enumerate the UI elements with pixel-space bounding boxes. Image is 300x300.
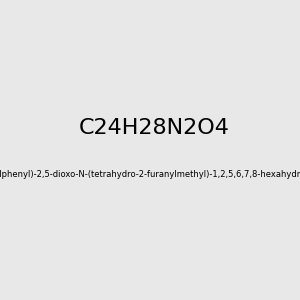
Text: 7,7-dimethyl-1-(4-methylphenyl)-2,5-dioxo-N-(tetrahydro-2-furanylmethyl)-1,2,5,6: 7,7-dimethyl-1-(4-methylphenyl)-2,5-diox…: [0, 170, 300, 179]
Text: C24H28N2O4: C24H28N2O4: [78, 118, 229, 138]
